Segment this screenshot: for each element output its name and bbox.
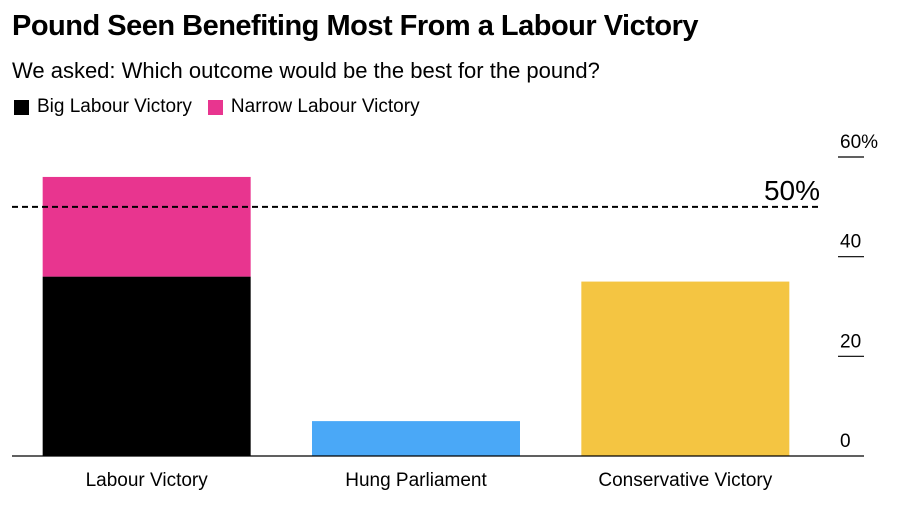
category-label: Conservative Victory (598, 470, 772, 491)
bar-labour-victory-0 (42, 276, 251, 456)
y-tick-label: 60% (840, 132, 878, 153)
legend-item-narrow-labour: Narrow Labour Victory (207, 96, 420, 118)
legend-swatch-big-labour (14, 99, 29, 115)
category-label: Hung Parliament (345, 470, 487, 491)
y-tick-label: 0 (840, 431, 851, 452)
legend: Big Labour Victory Narrow Labour Victory (14, 96, 436, 118)
legend-item-big-labour: Big Labour Victory (14, 96, 192, 118)
legend-label-narrow-labour: Narrow Labour Victory (230, 96, 420, 117)
bar-hung-parliament-2 (312, 421, 520, 456)
chart-subtitle: We asked: Which outcome would be the bes… (12, 58, 600, 83)
bar-labour-victory-1 (42, 176, 251, 277)
reference-line-label: 50% (764, 175, 820, 206)
y-tick-label: 20 (840, 331, 861, 352)
legend-swatch-narrow-labour (207, 99, 223, 115)
bar-conservative-victory-3 (581, 281, 790, 456)
category-label: Labour Victory (86, 470, 209, 491)
chart-title: Pound Seen Benefiting Most From a Labour… (12, 10, 699, 42)
y-tick-label: 40 (840, 232, 861, 253)
legend-label-big-labour: Big Labour Victory (37, 96, 192, 117)
